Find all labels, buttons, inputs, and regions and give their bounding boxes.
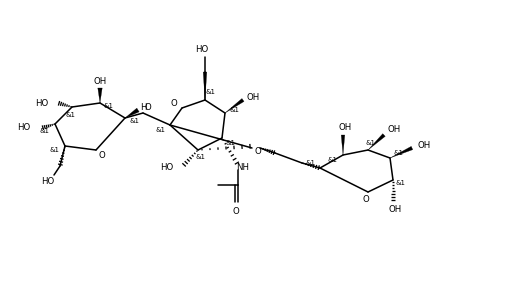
- Text: OH: OH: [417, 142, 431, 151]
- Text: OH: OH: [388, 206, 402, 215]
- Text: &1: &1: [305, 160, 315, 166]
- Text: O: O: [363, 195, 370, 204]
- Polygon shape: [203, 72, 207, 100]
- Text: O: O: [171, 99, 177, 108]
- Text: &1: &1: [49, 147, 59, 153]
- Text: &1: &1: [205, 89, 215, 95]
- Text: HO: HO: [42, 177, 54, 186]
- Polygon shape: [341, 135, 345, 155]
- Text: &1: &1: [155, 127, 165, 133]
- Text: O: O: [233, 206, 239, 215]
- Polygon shape: [98, 88, 102, 103]
- Text: &1: &1: [104, 103, 114, 109]
- Polygon shape: [125, 108, 139, 118]
- Text: OH: OH: [93, 77, 106, 86]
- Text: OH: OH: [338, 122, 352, 131]
- Text: HO: HO: [195, 44, 209, 53]
- Text: &1: &1: [366, 140, 376, 146]
- Text: H: H: [140, 104, 146, 113]
- Text: &1: &1: [66, 112, 76, 118]
- Polygon shape: [390, 146, 413, 158]
- Text: OH: OH: [247, 93, 260, 102]
- Text: NH: NH: [237, 164, 250, 173]
- Text: &1: &1: [225, 140, 235, 146]
- Text: OH: OH: [387, 126, 401, 135]
- Text: O: O: [99, 151, 105, 160]
- Text: O: O: [255, 146, 262, 155]
- Text: HO: HO: [17, 124, 30, 133]
- Text: &1: &1: [395, 180, 405, 186]
- Text: HO: HO: [160, 164, 173, 173]
- Text: &1: &1: [328, 157, 338, 163]
- Polygon shape: [225, 99, 244, 113]
- Text: O: O: [145, 104, 152, 113]
- Text: &1: &1: [40, 128, 50, 134]
- Text: HO: HO: [35, 99, 48, 108]
- Text: &1: &1: [129, 118, 139, 124]
- Polygon shape: [368, 134, 385, 150]
- Text: &1: &1: [393, 150, 403, 156]
- Text: &1: &1: [230, 107, 240, 113]
- Text: &1: &1: [196, 154, 206, 160]
